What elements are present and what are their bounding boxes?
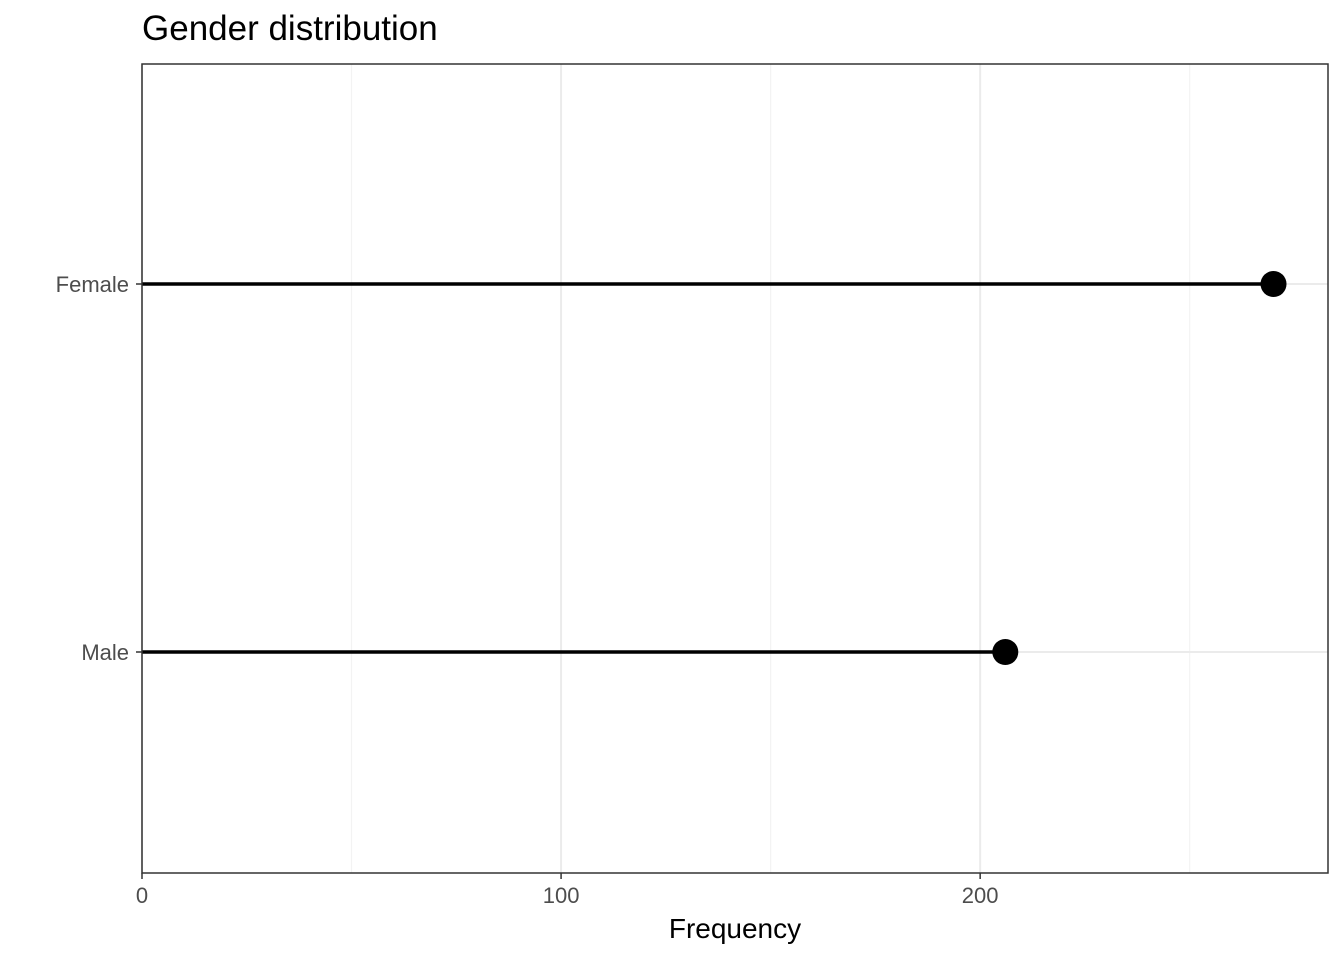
x-tick-label: 100	[543, 883, 580, 908]
marks-layer	[142, 271, 1287, 665]
axes-layer: Female Male 0 100 200	[56, 272, 999, 908]
x-tick-label: 0	[136, 883, 148, 908]
x-axis-title: Frequency	[669, 913, 801, 944]
y-tick-label: Female	[56, 272, 129, 297]
lollipop-point	[992, 639, 1019, 665]
x-tick-label: 200	[962, 883, 999, 908]
chart-title: Gender distribution	[142, 9, 438, 48]
y-tick-label: Male	[81, 640, 129, 665]
lollipop-point	[1260, 271, 1287, 297]
panel-border	[141, 63, 1329, 874]
